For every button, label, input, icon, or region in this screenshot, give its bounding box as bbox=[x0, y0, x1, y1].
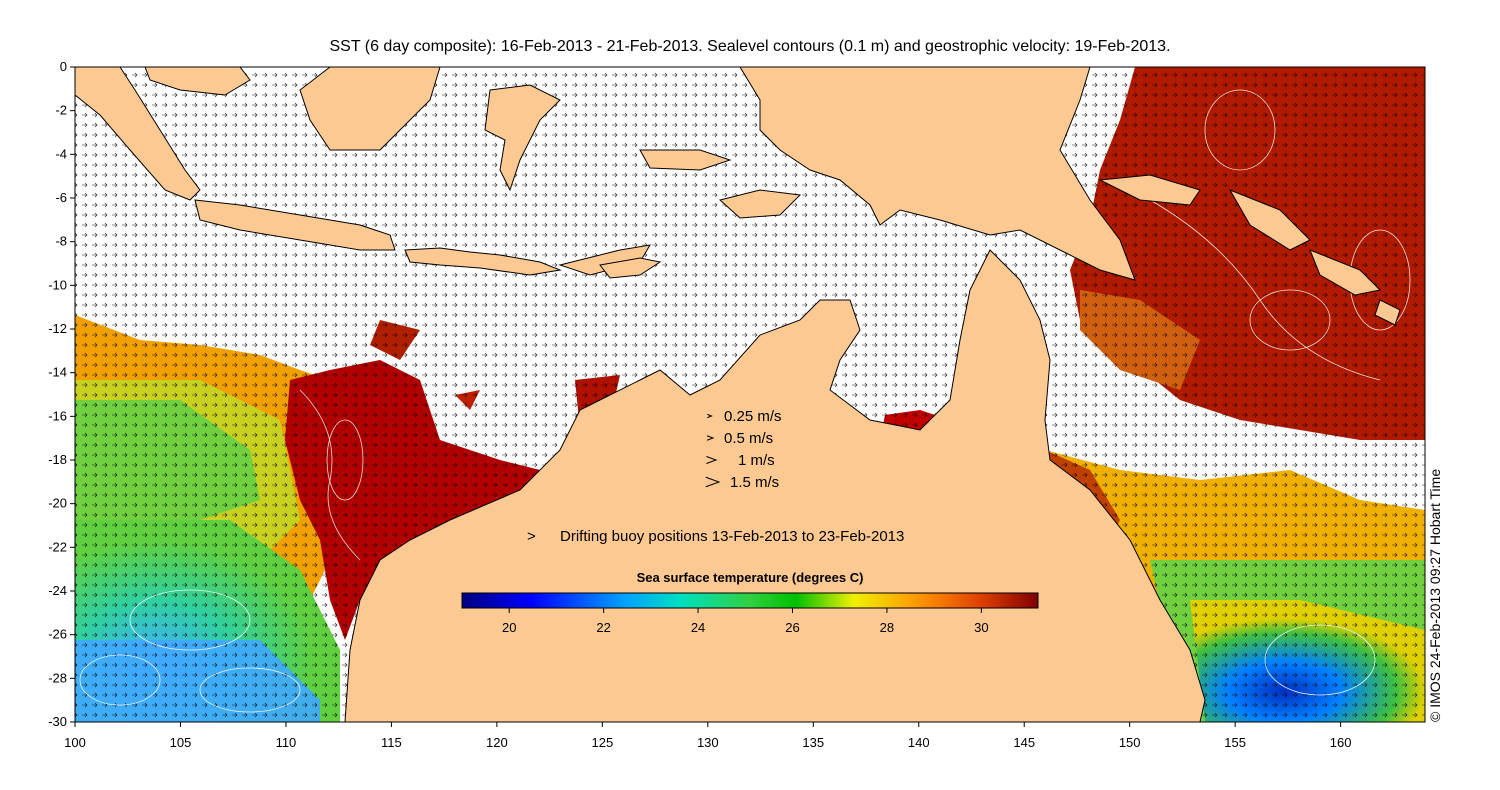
colorbar-tick-label: 26 bbox=[785, 620, 799, 635]
y-tick-label: -22 bbox=[48, 539, 67, 554]
y-tick-label: -24 bbox=[48, 583, 67, 598]
velocity-scale-label: 0.5 m/s bbox=[724, 430, 773, 447]
velocity-scale-arrow bbox=[706, 456, 718, 464]
velocity-scale-arrow bbox=[705, 476, 721, 488]
y-tick-label: -18 bbox=[48, 452, 67, 467]
x-tick-label: 155 bbox=[1224, 735, 1246, 750]
map-title: SST (6 day composite): 16-Feb-2013 - 21-… bbox=[329, 38, 1171, 55]
x-tick-label: 145 bbox=[1013, 735, 1035, 750]
plot-frame bbox=[74, 66, 1426, 723]
x-tick-label: 140 bbox=[908, 735, 930, 750]
x-tick-label: 100 bbox=[64, 735, 86, 750]
colorbar-tick-label: 28 bbox=[880, 620, 894, 635]
colorbar-gradient bbox=[461, 592, 1039, 609]
colorbar-tick-label: 22 bbox=[596, 620, 610, 635]
x-tick-label: 105 bbox=[170, 735, 192, 750]
x-tick-label: 130 bbox=[697, 735, 719, 750]
velocity-scale-label: 1 m/s bbox=[738, 452, 775, 469]
y-tick-label: -6 bbox=[55, 190, 67, 205]
velocity-scale-label: 0.25 m/s bbox=[724, 408, 782, 425]
y-tick-label: -30 bbox=[48, 714, 67, 729]
sst-colorbar: Sea surface temperature (degrees C) 20 22… bbox=[461, 570, 1039, 635]
buoy-legend-label: Drifting buoy positions 13-Feb-2013 to 2… bbox=[560, 528, 904, 545]
x-tick-label: 125 bbox=[591, 735, 613, 750]
velocity-legend: 0.25 m/s 0.5 m/s 1 m/s 1.5 m/s bbox=[705, 408, 782, 491]
y-tick-label: -2 bbox=[55, 103, 67, 118]
velocity-scale-arrow bbox=[707, 413, 713, 419]
y-tick-label: -12 bbox=[48, 321, 67, 336]
y-tick-label: -28 bbox=[48, 670, 67, 685]
y-tick-label: -20 bbox=[48, 496, 67, 511]
velocity-scale-label: 1.5 m/s bbox=[730, 474, 779, 491]
x-tick-label: 110 bbox=[276, 735, 297, 750]
x-tick-label: 115 bbox=[381, 735, 402, 750]
y-tick-label: -4 bbox=[55, 146, 67, 161]
x-axis: 100 105 110 115 120 125 130 135 140 145 150 155 160 bbox=[64, 722, 1351, 750]
colorbar-tick-label: 30 bbox=[974, 620, 988, 635]
y-tick-label: -26 bbox=[48, 627, 67, 642]
colorbar-title: Sea surface temperature (degrees C) bbox=[637, 570, 864, 585]
velocity-scale-arrow bbox=[706, 435, 715, 441]
x-tick-label: 135 bbox=[802, 735, 824, 750]
colorbar-tick-label: 20 bbox=[502, 620, 516, 635]
x-tick-label: 120 bbox=[486, 735, 508, 750]
x-tick-label: 160 bbox=[1330, 735, 1352, 750]
y-tick-label: -14 bbox=[48, 365, 67, 380]
y-tick-label: -8 bbox=[55, 234, 67, 249]
buoy-legend: > Drifting buoy positions 13-Feb-2013 to… bbox=[527, 528, 904, 545]
y-tick-label: 0 bbox=[60, 59, 67, 74]
y-tick-label: -16 bbox=[48, 408, 67, 423]
y-tick-label: -10 bbox=[48, 277, 67, 292]
buoy-legend-symbol: > bbox=[527, 528, 536, 545]
x-tick-label: 150 bbox=[1119, 735, 1141, 750]
y-axis: 0 -2 -4 -6 -8 -10 -12 -14 -16 -18 -20 -22 -24 -26 -28 -… bbox=[48, 59, 75, 729]
colorbar-tick-label: 24 bbox=[691, 620, 705, 635]
imos-credit: © IMOS 24-Feb-2013 09:27 Hobart Time bbox=[1427, 469, 1443, 722]
